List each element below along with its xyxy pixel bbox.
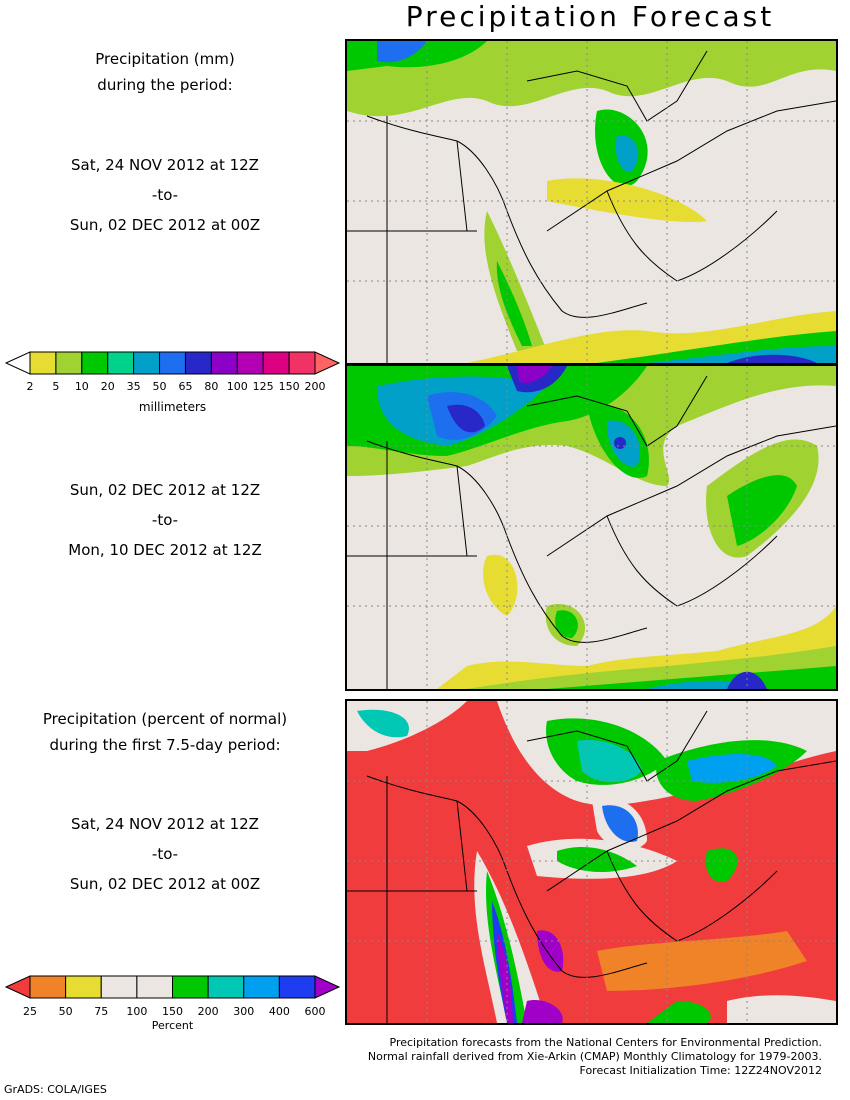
colorbar-percent-segment xyxy=(29,975,67,999)
credits-line3: Forecast Initialization Time: 12Z24NOV20… xyxy=(579,1064,822,1077)
map-panel-2 xyxy=(345,364,838,691)
colorbar-mm-segment xyxy=(107,351,135,375)
colorbar-mm-tick-label: 65 xyxy=(178,380,193,393)
panel1-period: Sat, 24 NOV 2012 at 12Z -to- Sun, 02 DEC… xyxy=(0,152,330,238)
colorbar-percent-tick-label: 600 xyxy=(304,1005,326,1018)
colorbar-mm-segment xyxy=(159,351,186,375)
panel1-start: Sat, 24 NOV 2012 at 12Z xyxy=(71,156,259,174)
colorbar-percent-segment xyxy=(136,975,173,999)
page-title: Precipitation Forecast xyxy=(405,0,775,33)
colorbar-mm-tick-label: 150 xyxy=(278,380,300,393)
colorbar-mm-tick-label: 125 xyxy=(252,380,274,393)
colorbar-mm-tick-label: 20 xyxy=(100,380,115,393)
colorbar-mm-tick-label: 80 xyxy=(204,380,219,393)
colorbar-percent-labels: 25 50 75 100 150 200 300 400 600 xyxy=(0,1005,345,1019)
colorbar-mm-segment xyxy=(133,351,161,375)
credits-line1: Precipitation forecasts from the Nationa… xyxy=(389,1036,823,1049)
credits-line2: Normal rainfall derived from Xie-Arkin (… xyxy=(367,1050,822,1063)
panel3-start: Sat, 24 NOV 2012 at 12Z xyxy=(71,815,259,833)
colorbar-percent-graphic xyxy=(4,975,341,999)
colorbar-mm xyxy=(0,350,345,382)
panel3-heading-line1: Precipitation (percent of normal) xyxy=(42,710,288,728)
colorbar-percent-segment xyxy=(278,975,316,999)
map-panel-3 xyxy=(345,699,838,1025)
colorbar-percent-unit: Percent xyxy=(151,1019,194,1032)
colorbar-mm-tick-label: 100 xyxy=(226,380,248,393)
colorbar-mm-unit: millimeters xyxy=(138,400,207,414)
colorbar-mm-tick-label: 5 xyxy=(52,380,60,393)
colorbar-mm-segment xyxy=(210,351,238,375)
colorbar-percent-segment xyxy=(207,975,245,999)
colorbar-percent-tick-label: 300 xyxy=(233,1005,255,1018)
colorbar-mm-segment xyxy=(184,351,212,375)
colorbar-mm-segment xyxy=(29,351,57,375)
panel3-period: Sat, 24 NOV 2012 at 12Z -to- Sun, 02 DEC… xyxy=(0,811,330,897)
colorbar-percent-tick-label: 100 xyxy=(126,1005,148,1018)
colorbar-mm-tick-label: 2 xyxy=(26,380,34,393)
panel2-to: -to- xyxy=(151,511,179,529)
colorbar-percent-tick-label: 200 xyxy=(197,1005,219,1018)
colorbar-percent-tick-label: 150 xyxy=(162,1005,183,1018)
colorbar-mm-segment xyxy=(81,351,109,375)
panel3-heading-line2: during the first 7.5-day period: xyxy=(49,736,281,754)
colorbar-mm-segment xyxy=(55,351,83,375)
colorbar-mm-labels: 2 5 10 20 35 50 65 80 100 125 150 200 xyxy=(0,380,345,394)
colorbar-mm-segment xyxy=(288,351,316,375)
credits: Precipitation forecasts from the Nationa… xyxy=(368,1036,822,1078)
panel1-to: -to- xyxy=(151,186,179,204)
colorbar-mm-segment-high xyxy=(314,351,341,375)
panel2-period: Sun, 02 DEC 2012 at 12Z -to- Mon, 10 DEC… xyxy=(0,477,330,563)
colorbar-mm-graphic xyxy=(4,351,341,375)
colorbar-mm-tick-label: 50 xyxy=(152,380,167,393)
map-panel-1 xyxy=(345,39,838,365)
colorbar-mm-tick-label: 200 xyxy=(304,380,326,393)
panel2-start: Sun, 02 DEC 2012 at 12Z xyxy=(69,481,261,499)
panel1-heading-line2: during the period: xyxy=(97,76,233,94)
panel3-to: -to- xyxy=(151,845,179,863)
colorbar-mm-segment xyxy=(236,351,264,375)
colorbar-percent-tick-label: 25 xyxy=(23,1005,37,1018)
colorbar-mm-segment xyxy=(262,351,290,375)
panel2-end: Mon, 10 DEC 2012 at 12Z xyxy=(68,541,262,559)
colorbar-percent-tick-label: 50 xyxy=(58,1005,73,1018)
colorbar-percent-segment xyxy=(243,975,280,999)
colorbar-mm-segment-low xyxy=(4,351,31,375)
footer-credit: GrADS: COLA/IGES xyxy=(4,1083,107,1096)
colorbar-mm-tick-label: 35 xyxy=(126,380,141,393)
panel3-heading: Precipitation (percent of normal) during… xyxy=(0,706,330,758)
colorbar-percent-segment-low xyxy=(4,975,31,999)
colorbar-percent xyxy=(0,974,345,1006)
panel1-heading-line1: Precipitation (mm) xyxy=(95,50,235,68)
colorbar-percent-segment-high xyxy=(314,975,341,999)
panel1-heading: Precipitation (mm) during the period: xyxy=(0,46,330,98)
colorbar-percent-tick-label: 400 xyxy=(268,1005,290,1018)
panel1-end: Sun, 02 DEC 2012 at 00Z xyxy=(69,216,261,234)
colorbar-mm-tick-label: 10 xyxy=(74,380,89,393)
colorbar-percent-tick-label: 75 xyxy=(94,1005,109,1018)
colorbar-percent-segment xyxy=(172,975,209,999)
colorbar-percent-segment xyxy=(100,975,138,999)
colorbar-percent-segment xyxy=(65,975,102,999)
panel3-end: Sun, 02 DEC 2012 at 00Z xyxy=(69,875,261,893)
